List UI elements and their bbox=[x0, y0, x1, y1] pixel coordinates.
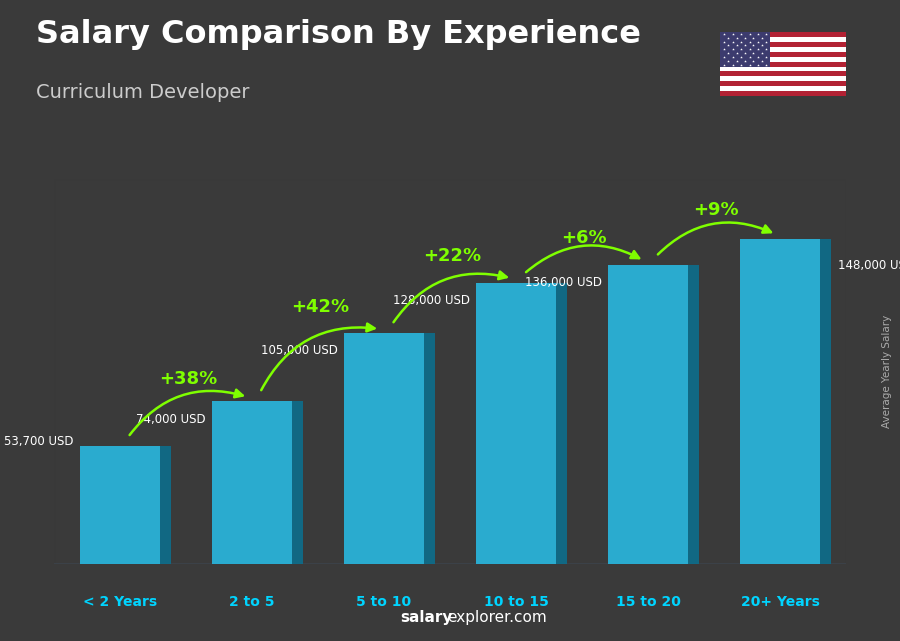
Bar bbox=[720, 32, 846, 37]
Polygon shape bbox=[555, 283, 568, 564]
Bar bbox=[720, 76, 846, 81]
FancyArrowPatch shape bbox=[393, 272, 507, 322]
Bar bbox=[720, 81, 846, 87]
Text: explorer.com: explorer.com bbox=[447, 610, 547, 625]
Polygon shape bbox=[476, 283, 555, 564]
Text: 136,000 USD: 136,000 USD bbox=[525, 276, 602, 289]
FancyArrowPatch shape bbox=[261, 324, 374, 390]
Text: Curriculum Developer: Curriculum Developer bbox=[36, 83, 249, 103]
Text: 20+ Years: 20+ Years bbox=[741, 595, 819, 609]
Polygon shape bbox=[212, 401, 292, 564]
FancyArrowPatch shape bbox=[130, 390, 243, 435]
Text: 105,000 USD: 105,000 USD bbox=[261, 344, 338, 358]
Bar bbox=[720, 52, 846, 56]
Polygon shape bbox=[292, 401, 303, 564]
Bar bbox=[720, 67, 846, 72]
Polygon shape bbox=[741, 239, 820, 564]
Text: +9%: +9% bbox=[693, 201, 739, 219]
Text: Salary Comparison By Experience: Salary Comparison By Experience bbox=[36, 19, 641, 50]
Polygon shape bbox=[345, 333, 424, 564]
Text: +22%: +22% bbox=[423, 247, 481, 265]
Text: +38%: +38% bbox=[159, 370, 217, 388]
Polygon shape bbox=[820, 239, 832, 564]
Bar bbox=[720, 37, 846, 42]
Bar bbox=[720, 72, 846, 76]
Bar bbox=[720, 87, 846, 91]
Polygon shape bbox=[80, 446, 159, 564]
Polygon shape bbox=[424, 333, 436, 564]
Text: 74,000 USD: 74,000 USD bbox=[136, 413, 206, 426]
Bar bbox=[720, 91, 846, 96]
Bar bbox=[720, 56, 846, 62]
Text: < 2 Years: < 2 Years bbox=[83, 595, 158, 609]
Text: 148,000 USD: 148,000 USD bbox=[838, 259, 900, 272]
FancyArrowPatch shape bbox=[658, 222, 771, 254]
Text: 53,700 USD: 53,700 USD bbox=[4, 435, 74, 448]
Text: 2 to 5: 2 to 5 bbox=[230, 595, 274, 609]
Text: Average Yearly Salary: Average Yearly Salary bbox=[881, 315, 892, 428]
Bar bbox=[720, 32, 770, 67]
Text: 5 to 10: 5 to 10 bbox=[356, 595, 411, 609]
Text: 15 to 20: 15 to 20 bbox=[616, 595, 680, 609]
Text: +42%: +42% bbox=[291, 298, 349, 316]
Bar bbox=[720, 42, 846, 47]
Polygon shape bbox=[608, 265, 688, 564]
FancyArrowPatch shape bbox=[526, 246, 639, 272]
Polygon shape bbox=[159, 446, 172, 564]
Bar bbox=[720, 62, 846, 67]
Text: 128,000 USD: 128,000 USD bbox=[392, 294, 470, 307]
Text: salary: salary bbox=[400, 610, 453, 625]
Text: 10 to 15: 10 to 15 bbox=[483, 595, 548, 609]
Polygon shape bbox=[688, 265, 699, 564]
Text: +6%: +6% bbox=[562, 229, 607, 247]
Bar bbox=[720, 47, 846, 52]
